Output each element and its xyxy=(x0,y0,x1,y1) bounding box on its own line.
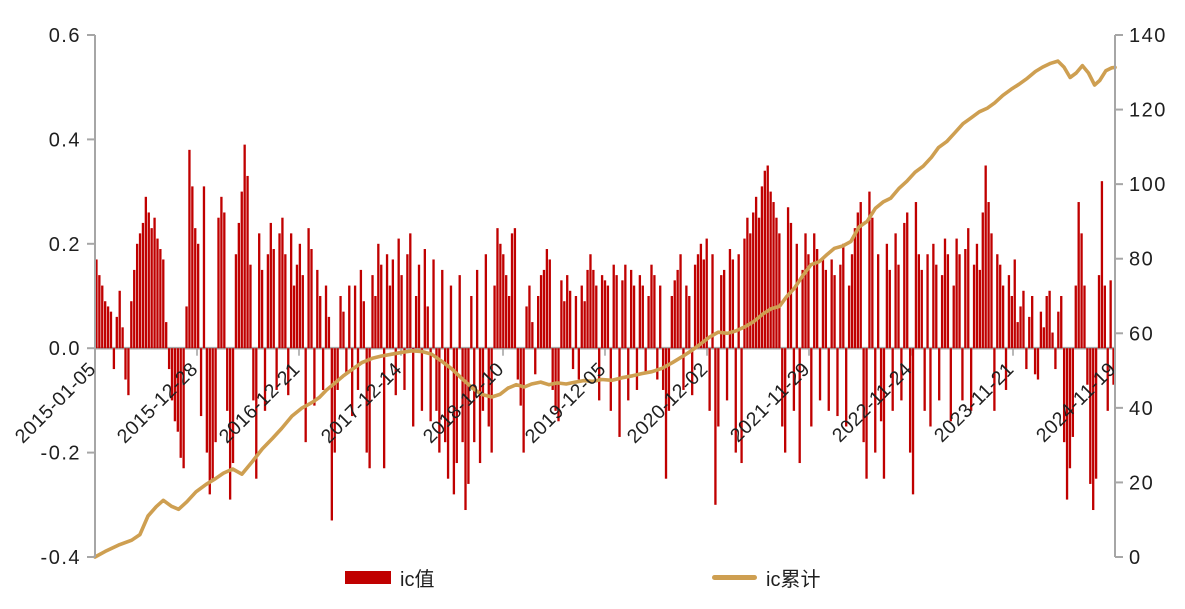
svg-text:2015-01-05: 2015-01-05 xyxy=(11,358,101,448)
cumulative-line xyxy=(93,59,1117,559)
svg-text:2017-12-14: 2017-12-14 xyxy=(317,358,407,448)
y-axis-right-labels: 140 120 100 80 60 40 20 0 xyxy=(1129,25,1167,569)
svg-text:0.0: 0.0 xyxy=(49,338,81,360)
legend: ic值 ic累计 xyxy=(0,564,1185,594)
legend-item-ic-cumulative: ic累计 xyxy=(712,564,821,591)
legend-label-ic-value: ic值 xyxy=(400,568,435,591)
axes-layer xyxy=(87,34,1123,558)
legend-swatch-line xyxy=(712,574,757,580)
svg-text:0.6: 0.6 xyxy=(49,25,81,47)
svg-text:0.4: 0.4 xyxy=(49,129,81,151)
bars-layer xyxy=(95,144,1115,521)
svg-text:120: 120 xyxy=(1129,100,1167,122)
legend-label-ic-cumulative: ic累计 xyxy=(766,568,821,591)
y-axis-left-labels: 0.6 0.4 0.2 0.0 -0.2 -0.4 xyxy=(41,25,81,569)
svg-text:-0.2: -0.2 xyxy=(41,443,81,465)
svg-text:0: 0 xyxy=(1129,547,1142,569)
legend-swatch-bar xyxy=(345,570,391,584)
svg-text:20: 20 xyxy=(1129,472,1154,494)
svg-text:60: 60 xyxy=(1129,323,1154,345)
svg-text:40: 40 xyxy=(1129,398,1154,420)
svg-text:2023-11-21: 2023-11-21 xyxy=(930,358,1019,447)
svg-text:0.2: 0.2 xyxy=(49,234,81,256)
svg-text:100: 100 xyxy=(1129,174,1167,196)
svg-text:2021-11-29: 2021-11-29 xyxy=(726,358,815,447)
svg-text:-0.4: -0.4 xyxy=(41,547,81,569)
legend-item-ic-value: ic值 xyxy=(345,564,435,591)
svg-text:2022-11-24: 2022-11-24 xyxy=(828,358,917,447)
svg-text:80: 80 xyxy=(1129,249,1154,271)
svg-text:140: 140 xyxy=(1129,25,1167,47)
